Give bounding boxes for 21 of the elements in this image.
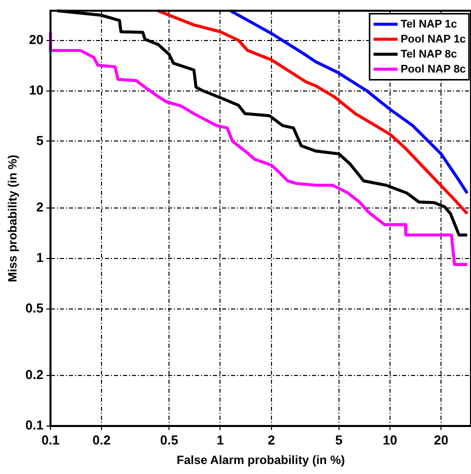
legend-label: Pool NAP 1c	[400, 33, 466, 46]
y-tick-label: 0.5	[25, 300, 44, 316]
legend-label: Pool NAP 8c	[400, 63, 466, 76]
x-tick-label: 2	[268, 432, 275, 448]
x-tick-label: 1	[216, 432, 224, 448]
x-tick-label: 20	[434, 432, 448, 448]
legend-label: Tel NAP 1c	[400, 18, 458, 30]
y-tick-label: 10	[29, 82, 44, 98]
y-tick-label: 0.1	[25, 418, 44, 433]
y-tick-label: 1	[36, 250, 44, 265]
x-tick-label: 0.2	[92, 432, 111, 448]
y-tick-label: 2	[36, 200, 44, 215]
x-axis-title: False Alarm probability (in %)	[176, 453, 345, 468]
x-tick-label: 0.5	[160, 432, 178, 448]
legend-label: Tel NAP 8c	[400, 48, 458, 60]
y-tick-label: 5	[36, 132, 44, 148]
x-tick-label: 10	[382, 432, 398, 448]
y-tick-label: 0.2	[25, 367, 44, 382]
y-axis-title: Miss probability (in %)	[6, 154, 20, 282]
y-tick-label: 20	[29, 32, 44, 47]
x-tick-label: 5	[335, 432, 343, 448]
